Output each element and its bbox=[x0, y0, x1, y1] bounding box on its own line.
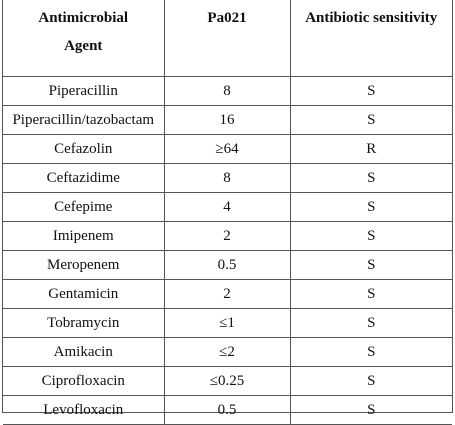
header-row: Antimicrobial Agent Pa021 Antibiotic sen… bbox=[3, 0, 452, 77]
sensitivity-cell: S bbox=[289, 395, 452, 425]
sensitivity-cell: S bbox=[289, 105, 452, 135]
agent-cell: Amikacin bbox=[3, 337, 165, 367]
agent-cell: Meropenem bbox=[3, 250, 165, 280]
sensitivity-cell: S bbox=[289, 221, 452, 251]
sensitivity-cell: S bbox=[289, 337, 452, 367]
sensitivity-cell: S bbox=[289, 279, 452, 309]
agent-cell: Cefepime bbox=[3, 192, 165, 222]
column-header-agent-line1: Antimicrobial bbox=[38, 10, 129, 26]
mic-cell: ≤0.25 bbox=[163, 366, 291, 396]
table-row: Imipenem 2 S bbox=[3, 221, 452, 251]
agent-cell: Gentamicin bbox=[3, 279, 165, 309]
sensitivity-cell: S bbox=[289, 163, 452, 193]
column-header-agent-line2: Agent bbox=[64, 38, 103, 54]
mic-cell: 2 bbox=[163, 221, 291, 251]
table-row: Ciprofloxacin ≤0.25 S bbox=[3, 366, 452, 396]
mic-cell: 0.5 bbox=[163, 395, 291, 425]
agent-cell: Imipenem bbox=[3, 221, 165, 251]
mic-cell: 0.5 bbox=[163, 250, 291, 280]
table-row: Gentamicin 2 S bbox=[3, 279, 452, 309]
mic-cell: 2 bbox=[163, 279, 291, 309]
sensitivity-cell: S bbox=[289, 366, 452, 396]
table-row: Ceftazidime 8 S bbox=[3, 163, 452, 193]
agent-cell: Cefazolin bbox=[3, 134, 165, 164]
table-header: Antimicrobial Agent Pa021 Antibiotic sen… bbox=[3, 0, 452, 77]
table-row: Meropenem 0.5 S bbox=[3, 250, 452, 280]
column-header-agent: Antimicrobial Agent bbox=[3, 0, 165, 77]
column-header-isolate: Pa021 bbox=[163, 0, 291, 77]
agent-cell: Piperacillin bbox=[3, 76, 165, 106]
mic-cell: 8 bbox=[163, 76, 291, 106]
mic-cell: 8 bbox=[163, 163, 291, 193]
sensitivity-cell: R bbox=[289, 134, 452, 164]
table-row: Cefazolin ≥64 R bbox=[3, 134, 452, 164]
table-row: Cefepime 4 S bbox=[3, 192, 452, 222]
agent-cell: Tobramycin bbox=[3, 308, 165, 338]
table-row: Amikacin ≤2 S bbox=[3, 337, 452, 367]
mic-cell: 4 bbox=[163, 192, 291, 222]
table-row: Levofloxacin 0.5 S bbox=[3, 395, 452, 425]
column-header-sensitivity: Antibiotic sensitivity bbox=[289, 0, 452, 77]
agent-cell: Ceftazidime bbox=[3, 163, 165, 193]
mic-cell: 16 bbox=[163, 105, 291, 135]
mic-cell: ≤2 bbox=[163, 337, 291, 367]
sensitivity-cell: S bbox=[289, 76, 452, 106]
sensitivity-cell: S bbox=[289, 308, 452, 338]
table-row: Tobramycin ≤1 S bbox=[3, 308, 452, 338]
mic-cell: ≤1 bbox=[163, 308, 291, 338]
susceptibility-table: Antimicrobial Agent Pa021 Antibiotic sen… bbox=[3, 0, 452, 425]
sensitivity-cell: S bbox=[289, 192, 452, 222]
table-row: Piperacillin/tazobactam 16 S bbox=[3, 105, 452, 135]
table-body: Piperacillin 8 S Piperacillin/tazobactam… bbox=[3, 76, 452, 425]
agent-cell: Levofloxacin bbox=[3, 395, 165, 425]
table-row: Piperacillin 8 S bbox=[3, 76, 452, 106]
mic-cell: ≥64 bbox=[163, 134, 291, 164]
sensitivity-cell: S bbox=[289, 250, 452, 280]
agent-cell: Piperacillin/tazobactam bbox=[3, 105, 165, 135]
agent-cell: Ciprofloxacin bbox=[3, 366, 165, 396]
